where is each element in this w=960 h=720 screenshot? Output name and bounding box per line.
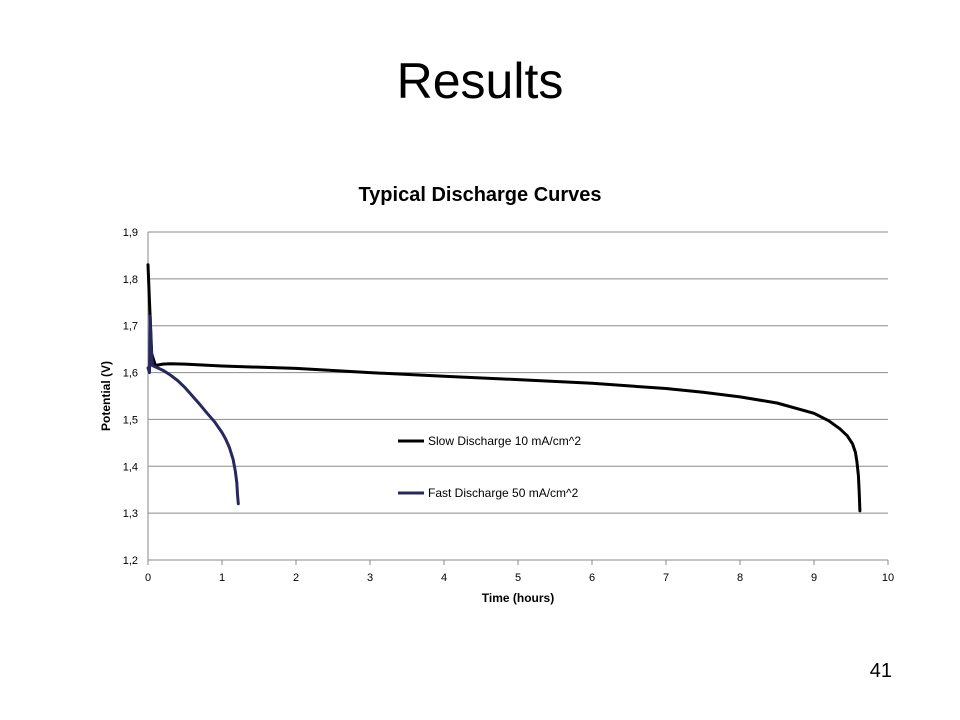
x-tick-label: 0 — [145, 572, 151, 584]
series-line-fast — [146, 314, 240, 506]
y-tick-label: 1,3 — [123, 508, 138, 520]
y-tick-label: 1,7 — [123, 321, 138, 333]
x-tick-labels: 0 1 2 3 4 5 6 7 8 9 10 — [145, 560, 894, 584]
legend: Slow Discharge 10 mA/cm^2 Fast Discharge … — [398, 434, 581, 500]
x-tick-label: 10 — [882, 572, 894, 584]
chart-title: Typical Discharge Curves — [358, 184, 601, 206]
x-tick-label: 4 — [441, 572, 447, 584]
y-tick-label: 1,9 — [123, 227, 138, 239]
legend-label: Fast Discharge 50 mA/cm^2 — [428, 486, 579, 500]
series-lines — [146, 263, 862, 513]
gridlines — [147, 231, 888, 561]
x-tick-label: 2 — [293, 572, 299, 584]
series-line-slow — [146, 263, 862, 513]
slide-title: Results — [396, 53, 564, 109]
x-tick-label: 7 — [663, 572, 669, 584]
y-axis-title: Potential (V) — [99, 361, 113, 431]
y-tick-label: 1,5 — [123, 414, 138, 426]
x-axis-title: Time (hours) — [482, 591, 554, 605]
x-tick-label: 9 — [811, 572, 817, 584]
x-tick-label: 5 — [515, 572, 521, 584]
page-number: 41 — [869, 660, 892, 682]
x-tick-label: 1 — [219, 572, 225, 584]
x-tick-label: 8 — [737, 572, 743, 584]
x-tick-label: 3 — [367, 572, 373, 584]
x-tick-label: 6 — [589, 572, 595, 584]
y-tick-label: 1,4 — [123, 461, 138, 473]
y-tick-label: 1,2 — [123, 555, 138, 567]
y-tick-label: 1,6 — [123, 368, 138, 380]
y-tick-label: 1,8 — [123, 274, 138, 286]
legend-label: Slow Discharge 10 mA/cm^2 — [428, 434, 581, 448]
y-tick-labels: 1,2 1,3 1,4 1,5 1,6 1,7 1,8 1,9 — [123, 227, 138, 567]
